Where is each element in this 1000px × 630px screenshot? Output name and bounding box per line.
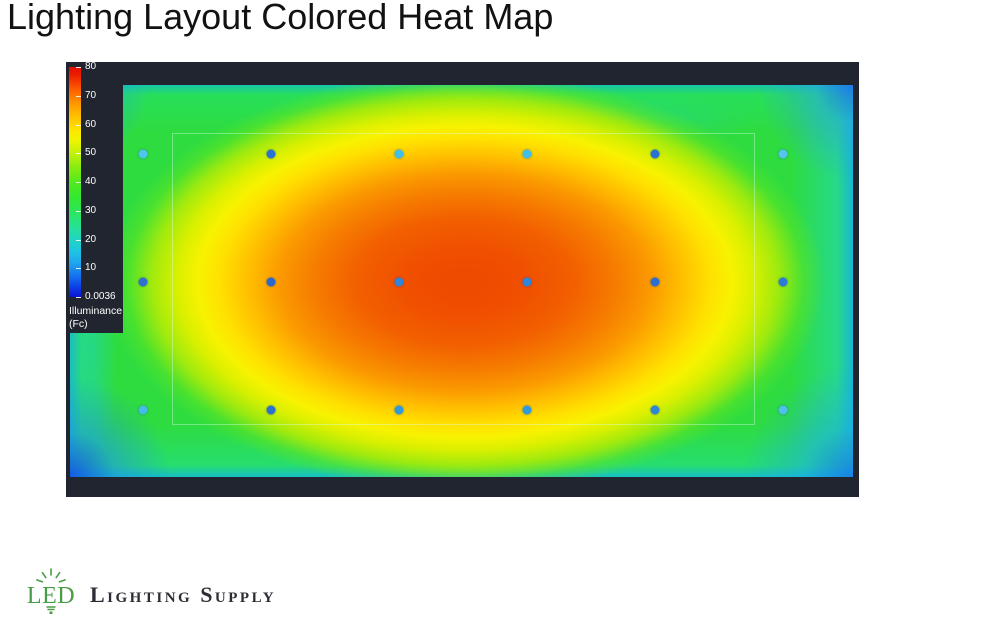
colorbar-tick-label: 70: [85, 89, 97, 101]
colorbar-tick-mark: [76, 297, 81, 298]
colorbar-tick-label: 30: [85, 204, 97, 216]
light-fixture-dot: [778, 149, 788, 159]
colorbar-caption: Illuminance: [69, 305, 123, 317]
colorbar-tick-label: 60: [85, 118, 97, 130]
colorbar-tick-label: 10: [85, 262, 97, 274]
colorbar-tick-mark: [76, 239, 81, 241]
light-fixture-dot: [394, 149, 404, 159]
footer-logo: LED Lighting Supply: [20, 566, 276, 616]
light-fixture-dot: [522, 277, 532, 287]
light-fixture-dot: [138, 405, 148, 415]
light-fixture-dot: [650, 405, 660, 415]
colorbar-tick-label: 0.0036: [85, 290, 116, 302]
colorbar-tick-mark: [76, 182, 81, 183]
light-fixture-dot: [138, 149, 148, 159]
colorbar-tick-mark: [76, 268, 81, 270]
light-fixture-dot: [778, 277, 788, 287]
light-fixture-dot: [266, 149, 276, 159]
room-outline: [172, 133, 755, 425]
light-fixture-dot: [650, 277, 660, 287]
colorbar-tick-mark: [76, 153, 81, 155]
light-fixture-dot: [650, 149, 660, 159]
colorbar-tick-label: 40: [85, 175, 97, 187]
colorbar-tick-label: 80: [85, 60, 97, 72]
colorbar-tick-mark: [76, 124, 81, 126]
logo-led-text: LED: [27, 583, 75, 609]
light-fixture-dot: [138, 277, 148, 287]
colorbar-unit-label: (Fc): [69, 318, 88, 330]
colorbar-tick-mark: [76, 67, 81, 68]
light-fixture-dot: [394, 277, 404, 287]
colorbar-legend: 80 70 60 50 40 30 20 10 0.0036 Illuminance (Fc): [66, 61, 123, 333]
colorbar-tick-mark: [76, 95, 81, 97]
page-title: Lighting Layout Colored Heat Map: [7, 0, 554, 37]
light-fixture-dot: [522, 149, 532, 159]
heatmap-panel: 80 70 60 50 40 30 20 10 0.0036 Illuminance (Fc): [66, 61, 859, 497]
colorbar-tick-label: 50: [85, 147, 97, 159]
led-bulb-logo-icon: LED: [27, 568, 75, 614]
colorbar-tick-mark: [76, 210, 81, 212]
light-fixture-dot: [522, 405, 532, 415]
logo-company-name: Lighting Supply: [90, 582, 277, 607]
colorbar-scale: 80 70 60 50 40 30 20 10 0.0036: [66, 61, 123, 302]
fixture-dots-layer: [70, 85, 853, 477]
light-fixture-dot: [266, 277, 276, 287]
heatmap-canvas: [70, 85, 853, 477]
light-fixture-dot: [394, 405, 404, 415]
light-fixture-dot: [266, 405, 276, 415]
light-fixture-dot: [778, 405, 788, 415]
colorbar-tick-label: 20: [85, 233, 97, 245]
